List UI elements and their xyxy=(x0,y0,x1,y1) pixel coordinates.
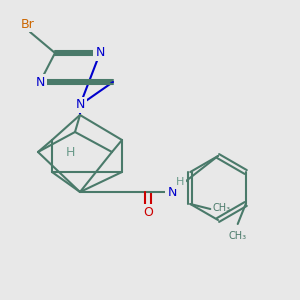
Text: N: N xyxy=(75,98,85,112)
Text: O: O xyxy=(143,206,153,218)
Text: CH₃: CH₃ xyxy=(212,203,230,213)
Text: Br: Br xyxy=(21,17,35,31)
Text: H: H xyxy=(176,177,184,187)
Text: N: N xyxy=(167,185,177,199)
Text: N: N xyxy=(95,46,105,59)
Text: H: H xyxy=(65,146,75,158)
Text: N: N xyxy=(35,76,45,88)
Text: CH₃: CH₃ xyxy=(229,231,247,241)
